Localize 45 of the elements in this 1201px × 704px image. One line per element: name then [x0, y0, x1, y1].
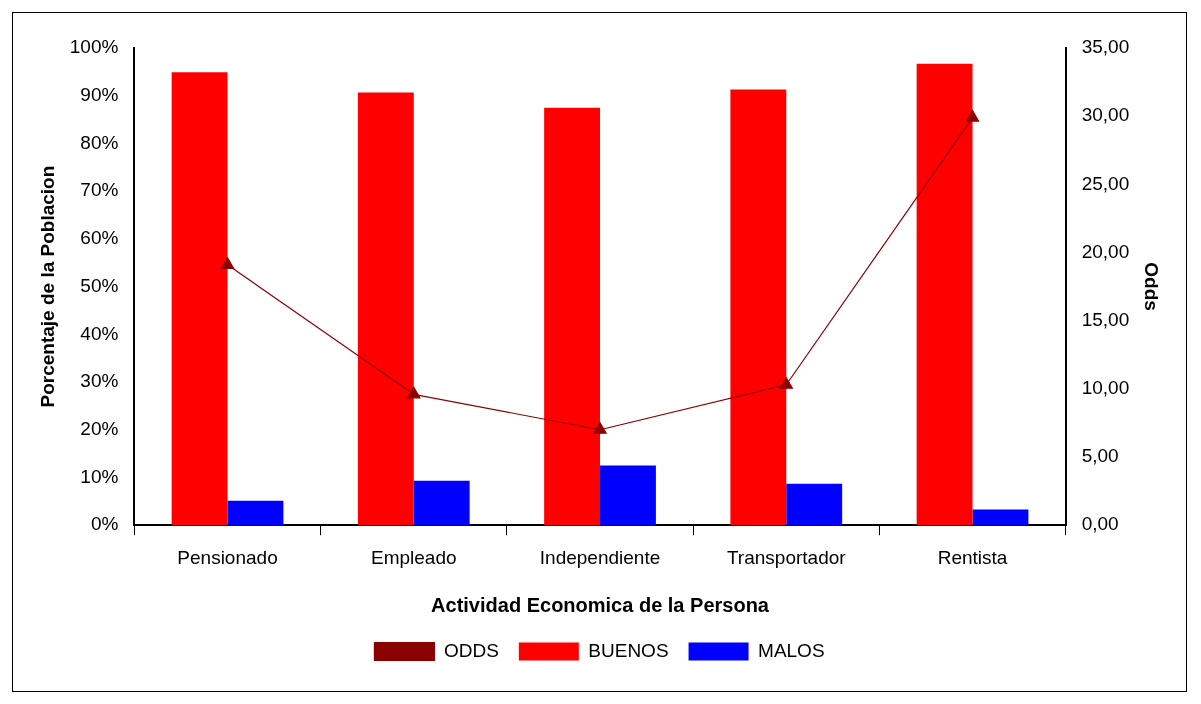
y-tick-label: 90%: [80, 83, 119, 105]
y2-tick-label: 0,00: [1081, 513, 1119, 535]
point: [220, 257, 235, 269]
bar: [972, 509, 1029, 526]
y-tick-label: 80%: [80, 131, 119, 153]
x-tick-label: Rentista: [937, 546, 1008, 568]
x-tick-label: Empleado: [370, 546, 457, 568]
y-tick-label: 50%: [80, 274, 119, 296]
bar: [171, 72, 228, 526]
y-tick-label: 70%: [80, 179, 119, 201]
point: [965, 109, 980, 122]
x-tick-label: Pensionado: [177, 546, 278, 568]
y2-tick-label: 30,00: [1081, 104, 1130, 126]
point: [779, 377, 793, 389]
y-tick-label: 0%: [90, 513, 119, 535]
y2-tick-label: 20,00: [1081, 240, 1130, 262]
y-tick-label: 30%: [80, 370, 119, 392]
y2-tick-label: 10,00: [1081, 377, 1130, 399]
y2-axis-title: Odds: [1141, 262, 1163, 311]
bar: [916, 63, 973, 526]
x-axis-title: Actividad Economica de la Persona: [431, 593, 770, 616]
y-tick-label: 100%: [69, 36, 119, 58]
bar: [730, 89, 787, 526]
y2-tick-label: 5,00: [1081, 445, 1119, 467]
y-tick-label: 40%: [80, 322, 119, 344]
legend-label: BUENOS: [588, 639, 669, 661]
y2-tick-label: 35,00: [1081, 36, 1130, 58]
x-tick-label: Independiente: [539, 546, 661, 568]
y-axis-title: Porcentaje de la Poblacion: [36, 165, 58, 408]
x-tick-label: Transportador: [726, 546, 847, 568]
y2-tick-label: 15,00: [1081, 308, 1130, 330]
legend-label: ODDS: [443, 639, 499, 661]
bar: [413, 480, 470, 526]
bar: [786, 483, 843, 526]
y-tick-label: 10%: [80, 465, 119, 487]
bar: [544, 107, 601, 526]
y2-tick-label: 25,00: [1081, 172, 1130, 194]
bar: [357, 92, 414, 526]
point: [593, 422, 607, 434]
bar: [227, 500, 284, 526]
y-tick-label: 20%: [80, 417, 119, 439]
legend-label: MALOS: [758, 639, 825, 661]
bar: [600, 465, 656, 526]
point: [407, 386, 421, 399]
y-tick-label: 60%: [80, 227, 119, 249]
